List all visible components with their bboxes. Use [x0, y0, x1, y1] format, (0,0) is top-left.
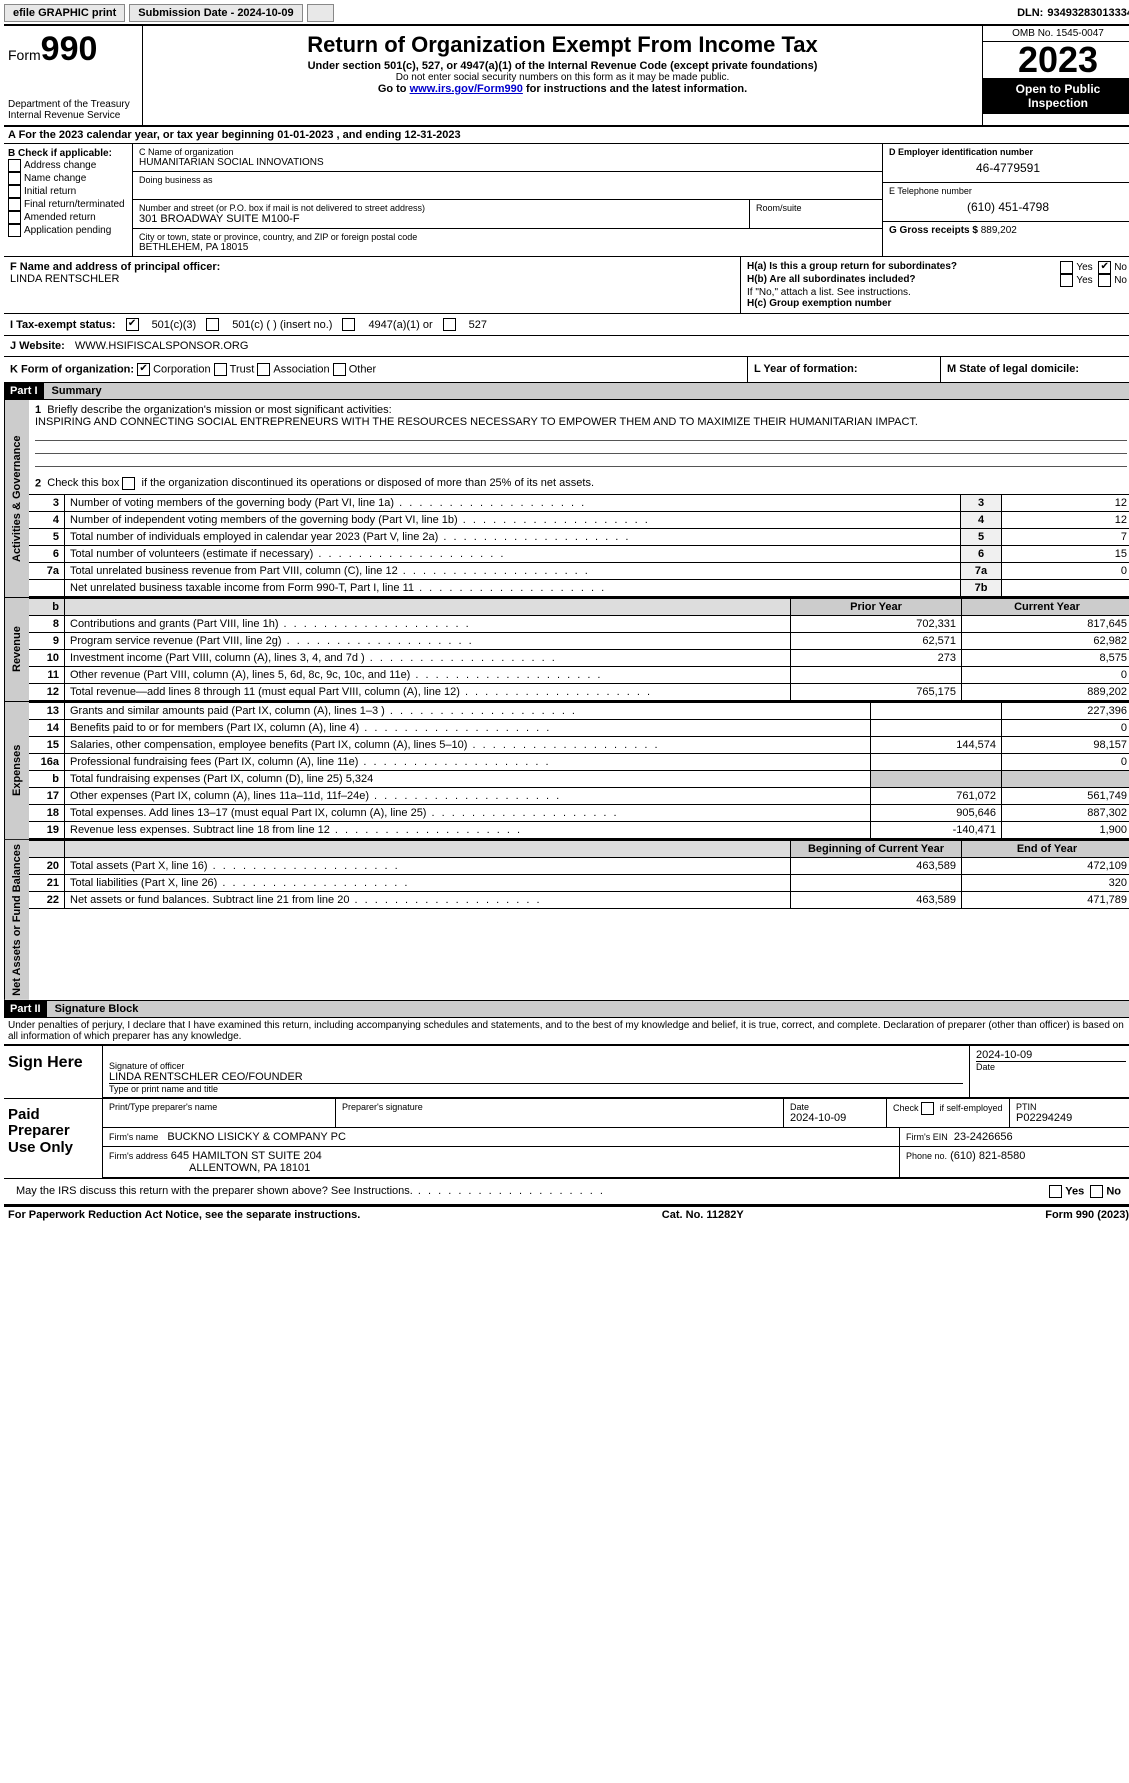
section-governance: Activities & Governance 1 Briefly descri…	[4, 400, 1129, 598]
dln-value: 93493283013334	[1047, 7, 1129, 19]
ha-label: H(a) Is this a group return for subordin…	[747, 261, 957, 272]
check-assoc[interactable]	[257, 363, 270, 376]
sign-here-row: Sign Here Signature of officer LINDA REN…	[4, 1045, 1129, 1098]
form-number: Form990	[8, 30, 138, 69]
q1-text: Briefly describe the organization's miss…	[47, 404, 391, 416]
irs-label: Internal Revenue Service	[8, 110, 138, 121]
may-irs-row: May the IRS discuss this return with the…	[4, 1178, 1129, 1205]
box-b-title: B Check if applicable:	[8, 148, 128, 159]
form-header: Form990 Department of the Treasury Inter…	[4, 24, 1129, 127]
hb-note: If "No," attach a list. See instructions…	[747, 287, 1127, 298]
line-m: M State of legal domicile:	[947, 363, 1079, 375]
subtitle-2: Do not enter social security numbers on …	[147, 72, 978, 83]
phone-value: (610) 451-4798	[889, 196, 1127, 218]
expenses-table: 13Grants and similar amounts paid (Part …	[29, 702, 1129, 839]
q2-text: Check this box if the organization disco…	[47, 477, 594, 489]
tab-revenue: Revenue	[4, 598, 29, 701]
check-selfemp[interactable]	[921, 1102, 934, 1115]
hb-yes[interactable]	[1060, 274, 1073, 287]
revenue-table: bPrior YearCurrent Year8Contributions an…	[29, 598, 1129, 701]
officer-sig-name: LINDA RENTSCHLER CEO/FOUNDER	[109, 1071, 963, 1083]
paid-preparer-row: Paid Preparer Use Only Print/Type prepar…	[4, 1098, 1129, 1178]
firm-addr2: ALLENTOWN, PA 18101	[189, 1162, 310, 1174]
check-discontinued[interactable]	[122, 477, 135, 490]
subtitle-3: Go to www.irs.gov/Form990 for instructio…	[147, 83, 978, 95]
firm-addr1: 645 HAMILTON ST SUITE 204	[171, 1150, 322, 1162]
check-final[interactable]	[8, 198, 21, 211]
ein-value: 46-4779591	[889, 157, 1127, 179]
org-name-label: C Name of organization	[139, 147, 876, 157]
open-inspection-badge: Open to Public Inspection	[983, 78, 1129, 114]
firm-name: BUCKNO LISICKY & COMPANY PC	[167, 1131, 346, 1143]
check-trust[interactable]	[214, 363, 227, 376]
check-527[interactable]	[443, 318, 456, 331]
section-bcdeg: B Check if applicable: Address change Na…	[4, 144, 1129, 257]
section-netassets: Net Assets or Fund Balances Beginning of…	[4, 840, 1129, 1001]
line-i: I Tax-exempt status: 501(c)(3) 501(c) ( …	[4, 314, 1129, 336]
city-value: BETHLEHEM, PA 18015	[139, 242, 876, 253]
line-l: L Year of formation:	[754, 363, 858, 375]
website-value: WWW.HSIFISCALSPONSOR.ORG	[75, 340, 249, 352]
form-title: Return of Organization Exempt From Incom…	[147, 32, 978, 58]
city-label: City or town, state or province, country…	[139, 232, 876, 242]
hb-label: H(b) Are all subordinates included?	[747, 274, 916, 285]
section-fh: F Name and address of principal officer:…	[4, 257, 1129, 314]
check-name[interactable]	[8, 172, 21, 185]
check-pending[interactable]	[8, 224, 21, 237]
top-toolbar: efile GRAPHIC print Submission Date - 20…	[4, 4, 1129, 22]
tab-expenses: Expenses	[4, 702, 29, 839]
org-name: HUMANITARIAN SOCIAL INNOVATIONS	[139, 157, 876, 168]
mission-text: INSPIRING AND CONNECTING SOCIAL ENTREPRE…	[35, 416, 918, 428]
sig-date: 2024-10-09	[976, 1049, 1126, 1061]
check-4947[interactable]	[342, 318, 355, 331]
part2-header: Part II Signature Block	[4, 1001, 1129, 1018]
irs-link[interactable]: www.irs.gov/Form990	[410, 83, 523, 95]
firm-phone: (610) 821-8580	[950, 1150, 1025, 1162]
gross-receipts-value: 889,202	[981, 225, 1017, 236]
street-value: 301 BROADWAY SUITE M100-F	[139, 213, 743, 225]
check-initial[interactable]	[8, 185, 21, 198]
officer-name: LINDA RENTSCHLER	[10, 273, 734, 285]
ein-label: D Employer identification number	[889, 147, 1127, 157]
efile-button[interactable]: efile GRAPHIC print	[4, 4, 125, 22]
line-klm: K Form of organization: Corporation Trus…	[4, 357, 1129, 383]
street-label: Number and street (or P.O. box if mail i…	[139, 203, 743, 213]
hb-no[interactable]	[1098, 274, 1111, 287]
mayirs-no[interactable]	[1090, 1185, 1103, 1198]
signature-declaration: Under penalties of perjury, I declare th…	[4, 1018, 1129, 1045]
line-j: J Website: WWW.HSIFISCALSPONSOR.ORG	[4, 336, 1129, 357]
part1-header: Part I Summary	[4, 383, 1129, 400]
governance-table: 3Number of voting members of the governi…	[29, 494, 1129, 597]
room-label: Room/suite	[756, 203, 876, 213]
check-amended[interactable]	[8, 211, 21, 224]
mayirs-yes[interactable]	[1049, 1185, 1062, 1198]
blank-button[interactable]	[307, 4, 334, 22]
check-address[interactable]	[8, 159, 21, 172]
check-other[interactable]	[333, 363, 346, 376]
check-501c3[interactable]	[126, 318, 139, 331]
dept-label: Department of the Treasury	[8, 99, 138, 110]
firm-ein: 23-2426656	[954, 1131, 1013, 1143]
page-footer: For Paperwork Reduction Act Notice, see …	[4, 1205, 1129, 1223]
netassets-table: Beginning of Current YearEnd of Year20To…	[29, 840, 1129, 909]
row-a-tax-year: A For the 2023 calendar year, or tax yea…	[4, 127, 1129, 144]
ptin-value: P02294249	[1016, 1112, 1126, 1124]
submission-date-button[interactable]: Submission Date - 2024-10-09	[129, 4, 302, 22]
hc-label: H(c) Group exemption number	[747, 298, 891, 309]
tab-netassets: Net Assets or Fund Balances	[4, 840, 29, 1000]
section-revenue: Revenue bPrior YearCurrent Year8Contribu…	[4, 598, 1129, 702]
tab-governance: Activities & Governance	[4, 400, 29, 597]
officer-label: F Name and address of principal officer:	[10, 261, 734, 273]
phone-label: E Telephone number	[889, 186, 1127, 196]
check-501c[interactable]	[206, 318, 219, 331]
check-corp[interactable]	[137, 363, 150, 376]
dln-label: DLN:	[1017, 7, 1043, 19]
ha-no[interactable]	[1098, 261, 1111, 274]
section-expenses: Expenses 13Grants and similar amounts pa…	[4, 702, 1129, 840]
tax-year: 2023	[983, 42, 1129, 78]
ha-yes[interactable]	[1060, 261, 1073, 274]
dba-label: Doing business as	[139, 175, 876, 185]
subtitle-1: Under section 501(c), 527, or 4947(a)(1)…	[147, 60, 978, 72]
gross-receipts-label: G Gross receipts $	[889, 225, 978, 236]
